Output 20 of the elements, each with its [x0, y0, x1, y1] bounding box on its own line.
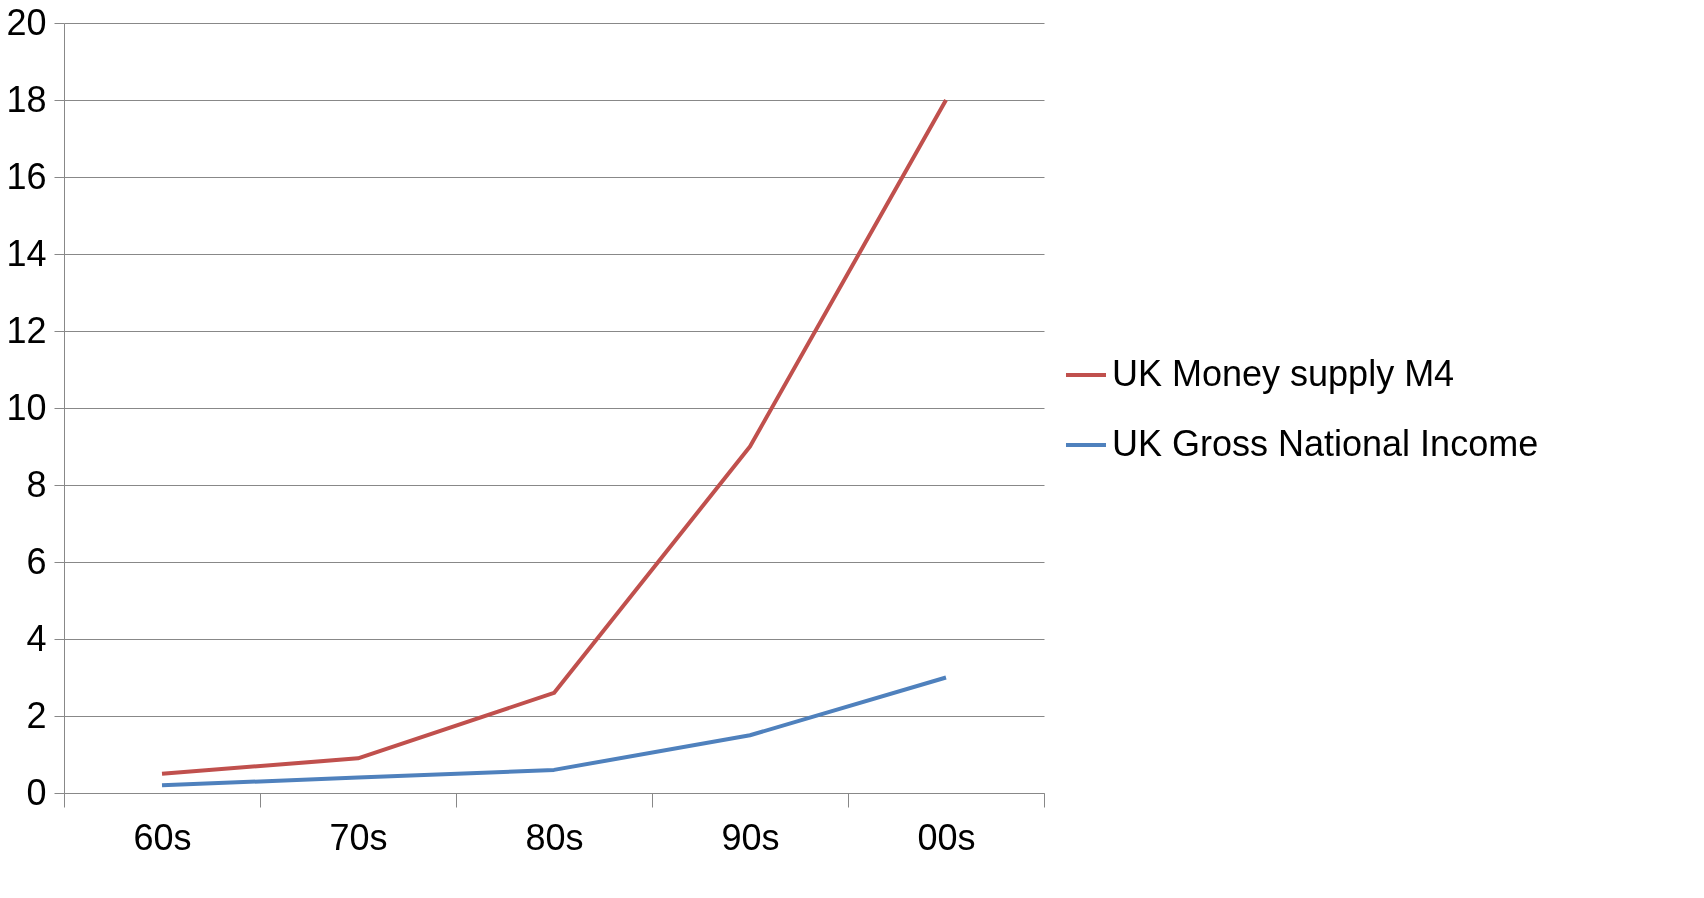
line-series [160, 98, 948, 776]
y-tick-label: 6 [26, 540, 47, 582]
y-tick-label: 14 [6, 232, 47, 274]
y-tick-label: 10 [6, 386, 47, 428]
x-tick-label: 60s [133, 816, 192, 858]
x-tick-label: 90s [721, 816, 780, 858]
legend-label: UK Gross National Income [1112, 423, 1539, 464]
y-tick-label: 2 [26, 694, 47, 736]
y-tick-label: 18 [6, 78, 47, 120]
y-tick-label: 0 [26, 771, 47, 813]
y-tick-label: 12 [6, 309, 47, 351]
y-tick-label: 8 [26, 463, 47, 505]
x-tick-label: 70s [329, 816, 388, 858]
y-tick-label: 4 [26, 617, 47, 659]
line-series [160, 675, 948, 788]
x-tick-label: 80s [525, 816, 584, 858]
x-tick-label: 00s [917, 816, 976, 858]
y-tick-label: 16 [6, 155, 47, 197]
y-tick-label: 20 [6, 1, 47, 43]
legend-label: UK Money supply M4 [1112, 353, 1455, 394]
